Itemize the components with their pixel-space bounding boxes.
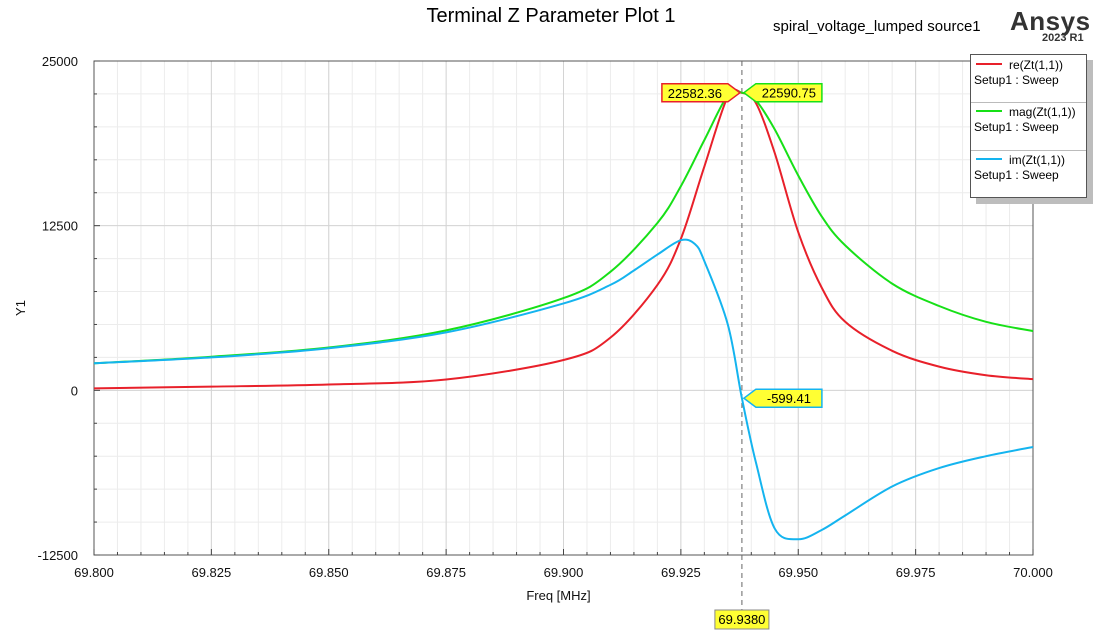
y-tick-label: 12500 [42, 219, 78, 234]
x-tick-label: 69.925 [661, 565, 701, 580]
x-tick-label: 69.825 [191, 565, 231, 580]
y-tick-label: 25000 [42, 54, 78, 69]
y-tick-label: 0 [71, 383, 78, 398]
marker-x-label: 69.9380 [715, 610, 769, 629]
legend-divider [971, 102, 1086, 103]
legend-sub-im: Setup1 : Sweep [974, 168, 1059, 182]
x-tick-label: 69.975 [896, 565, 936, 580]
marker-x-text: 69.9380 [718, 612, 765, 627]
x-tick-label: 70.000 [1013, 565, 1053, 580]
legend-label-im: im(Zt(1,1)) [1009, 153, 1065, 167]
x-tick-label: 69.800 [74, 565, 114, 580]
legend-item-im[interactable]: im(Zt(1,1)) Setup1 : Sweep [971, 150, 1086, 196]
marker-label-im: -599.41 [744, 389, 822, 407]
marker-label-re: 22582.36 [662, 84, 740, 102]
legend-sub-re: Setup1 : Sweep [974, 73, 1059, 87]
x-tick-label: 69.850 [309, 565, 349, 580]
y-tick-label: -12500 [38, 548, 78, 563]
legend-swatch-re [976, 63, 1002, 65]
x-tick-label: 69.950 [778, 565, 818, 580]
legend-sub-mag: Setup1 : Sweep [974, 120, 1059, 134]
marker-label-mag: 22590.75 [744, 84, 822, 102]
legend-swatch-mag [976, 110, 1002, 112]
legend-item-re[interactable]: re(Zt(1,1)) Setup1 : Sweep [971, 55, 1086, 101]
legend-label-re: re(Zt(1,1)) [1009, 58, 1063, 72]
legend-item-mag[interactable]: mag(Zt(1,1)) Setup1 : Sweep [971, 102, 1086, 148]
legend[interactable]: re(Zt(1,1)) Setup1 : Sweep mag(Zt(1,1)) … [970, 54, 1087, 198]
legend-divider [971, 150, 1086, 151]
y-axis-label: Y1 [13, 300, 28, 316]
x-tick-label: 69.900 [544, 565, 584, 580]
legend-label-mag: mag(Zt(1,1)) [1009, 105, 1076, 119]
marker-value-text: 22590.75 [762, 86, 816, 101]
x-axis-label: Freq [MHz] [526, 588, 590, 603]
marker-value-text: -599.41 [767, 391, 811, 406]
legend-swatch-im [976, 158, 1002, 160]
marker-value-text: 22582.36 [668, 86, 722, 101]
x-tick-label: 69.875 [426, 565, 466, 580]
